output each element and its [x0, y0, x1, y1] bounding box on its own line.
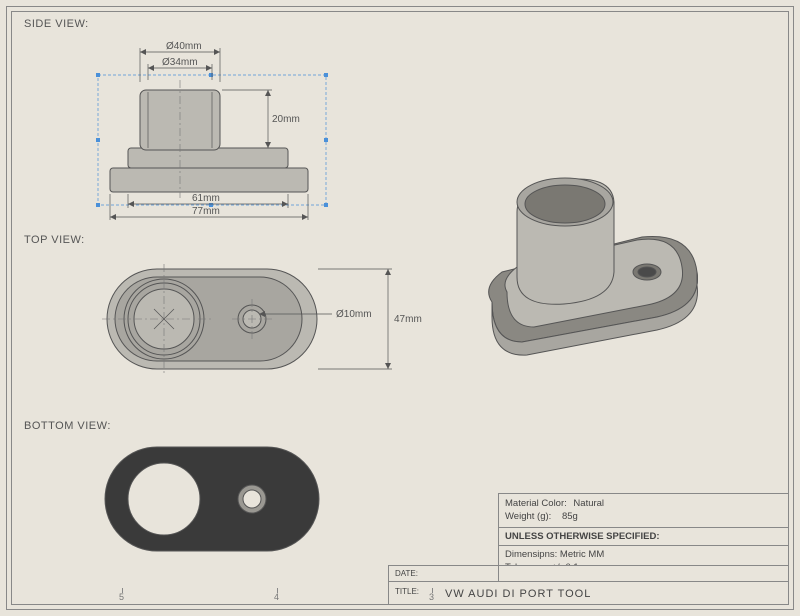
svg-text:47mm: 47mm	[394, 314, 422, 325]
weight-label: Weight (g):	[505, 511, 551, 522]
svg-text:20mm: 20mm	[272, 114, 300, 125]
svg-text:Ø34mm: Ø34mm	[162, 57, 198, 68]
weight-value: 85g	[562, 511, 578, 522]
side-view-drawing: Ø40mm Ø34mm 20mm 61mm 77mm	[92, 20, 412, 230]
top-view-label: TOP VIEW:	[24, 234, 85, 246]
svg-text:61mm: 61mm	[192, 193, 220, 204]
unless-label: UNLESS OTHERWISE SPECIFIED:	[505, 531, 659, 542]
title-row: DATE: TITLE: VW AUDI DI PORT TOOL	[388, 565, 788, 604]
ruler-4: 4	[274, 592, 279, 602]
matcolor-value: Natural	[573, 498, 604, 509]
svg-text:77mm: 77mm	[192, 206, 220, 217]
side-view-label: SIDE VIEW:	[24, 18, 89, 30]
bottom-view-drawing	[102, 432, 362, 582]
dims-label: Dimensipns:	[505, 549, 557, 560]
bottom-view-label: BOTTOM VIEW:	[24, 420, 111, 432]
ruler-3: 3	[429, 592, 434, 602]
matcolor-label: Material Color:	[505, 498, 567, 509]
ruler-5: 5	[119, 592, 124, 602]
drawing-frame: SIDE VIEW: TOP VIEW: BOTTOM VIEW: Ø40mm …	[6, 6, 794, 610]
drawing-title: VW AUDI DI PORT TOOL	[445, 588, 591, 600]
title-label: TITLE:	[395, 587, 419, 596]
date-label: DATE:	[395, 569, 418, 578]
dims-value: Metric MM	[560, 549, 604, 560]
iso-view-drawing	[462, 142, 762, 402]
svg-text:Ø10mm: Ø10mm	[336, 309, 372, 320]
inner-frame: SIDE VIEW: TOP VIEW: BOTTOM VIEW: Ø40mm …	[11, 11, 789, 605]
svg-text:Ø40mm: Ø40mm	[166, 41, 202, 52]
top-view-drawing: Ø10mm 47mm	[102, 244, 442, 414]
